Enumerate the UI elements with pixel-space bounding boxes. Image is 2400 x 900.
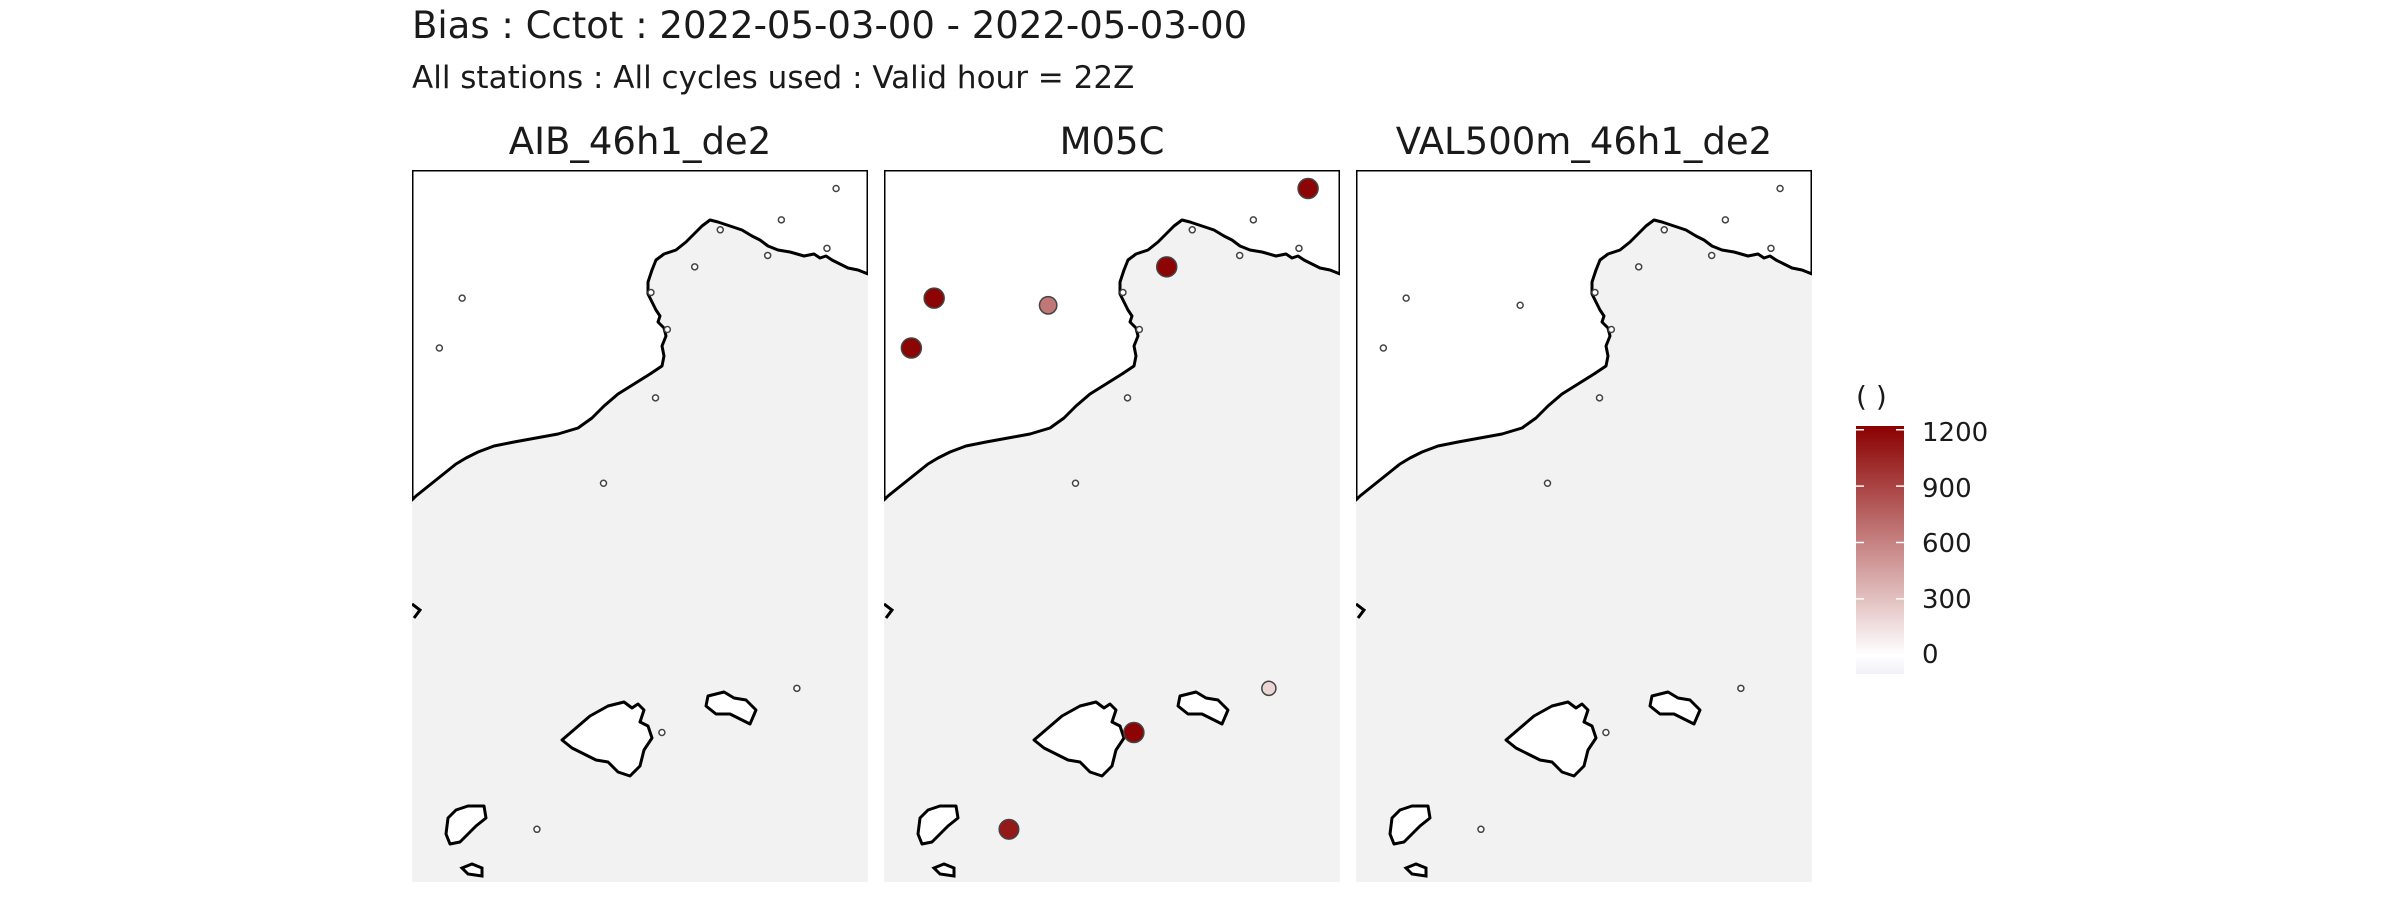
station-point bbox=[763, 251, 772, 260]
station-point bbox=[435, 344, 444, 352]
colorbar-gradient bbox=[1856, 426, 1904, 674]
station-point bbox=[1379, 344, 1388, 352]
station-point bbox=[900, 337, 923, 359]
formentera-island bbox=[931, 862, 956, 878]
station-point bbox=[658, 728, 666, 737]
menorca-island bbox=[1176, 690, 1230, 726]
coast-fragment bbox=[884, 602, 895, 619]
map-panel-1 bbox=[412, 170, 868, 882]
station-point bbox=[1123, 394, 1132, 402]
map-panel-3 bbox=[1356, 170, 1812, 882]
station-point bbox=[716, 226, 725, 234]
station-point bbox=[1591, 288, 1599, 297]
ibiza-island bbox=[1388, 804, 1432, 846]
menorca-island bbox=[1648, 690, 1702, 726]
station-point bbox=[1767, 244, 1775, 253]
station-point bbox=[1402, 294, 1410, 302]
station-point bbox=[690, 263, 699, 271]
coast-fragment bbox=[412, 602, 423, 619]
panel-title-3: VAL500m_46h1_de2 bbox=[1395, 120, 1773, 163]
station-point bbox=[663, 325, 672, 334]
station-point bbox=[651, 394, 660, 402]
station-point bbox=[1135, 325, 1144, 334]
station-point bbox=[1249, 216, 1258, 224]
station-point bbox=[777, 216, 786, 224]
station-point bbox=[832, 184, 840, 193]
legend-label-1200: 1200 bbox=[1922, 418, 1989, 448]
station-point bbox=[1607, 325, 1616, 334]
station-point bbox=[1119, 288, 1127, 297]
legend-label-600: 600 bbox=[1922, 529, 1972, 559]
formentera-island bbox=[1403, 862, 1428, 878]
station-point bbox=[1297, 177, 1319, 200]
ibiza-island bbox=[444, 804, 488, 846]
station-point bbox=[599, 479, 608, 488]
station-point bbox=[1295, 244, 1303, 253]
colorbar bbox=[1856, 426, 1904, 674]
panel-title-2: M05C bbox=[1059, 120, 1165, 163]
ibiza-island bbox=[916, 804, 960, 846]
station-point bbox=[1123, 721, 1145, 744]
station-point bbox=[458, 294, 466, 302]
station-point bbox=[1261, 680, 1277, 697]
station-point bbox=[1188, 226, 1197, 234]
plot-title: Bias : Cctot : 2022-05-03-00 - 2022-05-0… bbox=[412, 4, 1248, 47]
map-panel-2 bbox=[884, 170, 1340, 882]
station-point bbox=[1707, 251, 1716, 260]
formentera-island bbox=[459, 862, 484, 878]
station-point bbox=[1660, 226, 1669, 234]
station-point bbox=[1155, 256, 1178, 278]
mallorca-island bbox=[560, 700, 654, 778]
coast-fragment bbox=[1356, 602, 1367, 619]
station-point bbox=[1516, 301, 1524, 310]
station-point bbox=[998, 818, 1020, 840]
station-point bbox=[1235, 251, 1244, 260]
station-point bbox=[1634, 263, 1643, 271]
legend-label-300: 300 bbox=[1922, 585, 1972, 615]
menorca-island bbox=[704, 690, 758, 726]
mallorca-island bbox=[1504, 700, 1598, 778]
station-point bbox=[533, 825, 541, 834]
station-point bbox=[923, 287, 945, 309]
station-point bbox=[1543, 479, 1552, 488]
station-point bbox=[1737, 684, 1745, 693]
station-point bbox=[1038, 295, 1058, 315]
plot-subtitle: All stations : All cycles used : Valid h… bbox=[412, 60, 1135, 96]
station-point bbox=[823, 244, 831, 253]
legend-title: ( ) bbox=[1856, 380, 1887, 413]
legend-label-0: 0 bbox=[1922, 640, 1939, 670]
station-point bbox=[1776, 184, 1784, 193]
station-point bbox=[1071, 479, 1080, 488]
station-point bbox=[793, 684, 801, 693]
station-point bbox=[1595, 394, 1604, 402]
station-point bbox=[1721, 216, 1730, 224]
mallorca-island bbox=[1032, 700, 1126, 778]
station-point bbox=[647, 288, 655, 297]
station-point bbox=[1477, 825, 1485, 834]
panel-title-1: AIB_46h1_de2 bbox=[508, 120, 772, 163]
legend-label-900: 900 bbox=[1922, 474, 1972, 504]
station-point bbox=[1602, 728, 1610, 737]
